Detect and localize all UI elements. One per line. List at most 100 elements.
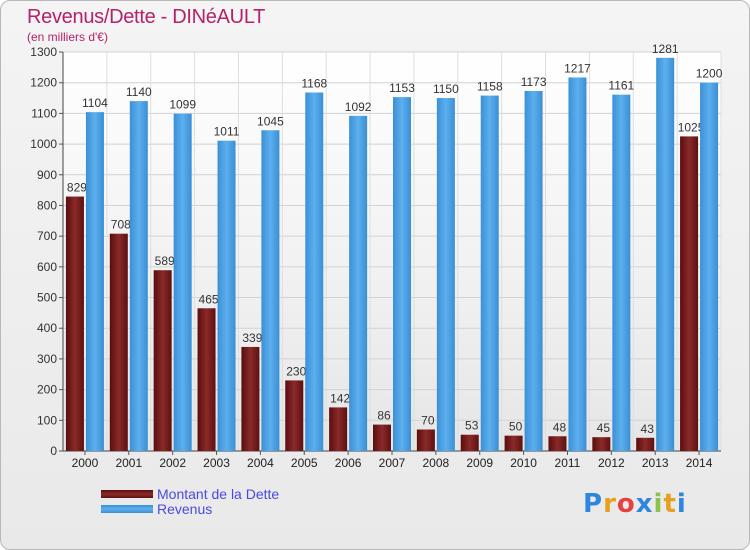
bar-debt <box>153 270 172 451</box>
logo-letter: t <box>663 489 677 519</box>
bar-revenue <box>700 82 719 451</box>
data-label-debt: 48 <box>553 420 567 434</box>
data-label-debt: 829 <box>67 181 87 195</box>
y-tick-label: 700 <box>37 229 57 243</box>
bar-revenue <box>524 90 543 451</box>
y-tick-label: 800 <box>37 198 57 212</box>
data-label-debt: 45 <box>597 421 611 435</box>
bar-revenue <box>436 98 455 452</box>
data-label-revenue: 1104 <box>82 96 108 110</box>
bar-revenue <box>129 101 148 451</box>
x-tick-label: 2000 <box>72 456 99 470</box>
data-label-revenue: 1173 <box>521 75 547 89</box>
x-tick-label: 2011 <box>555 456 581 470</box>
bar-debt <box>416 429 435 451</box>
y-tick-label: 900 <box>37 168 57 182</box>
bar-debt <box>592 437 611 451</box>
data-label-revenue: 1161 <box>608 79 634 93</box>
x-tick-label: 2012 <box>598 456 625 470</box>
data-label-revenue: 1099 <box>169 98 196 112</box>
x-tick-label: 2008 <box>423 456 450 470</box>
y-tick-label: 1200 <box>30 76 57 90</box>
bar-debt <box>65 196 84 451</box>
data-label-debt: 465 <box>199 292 219 306</box>
bar-revenue <box>568 77 587 452</box>
chart-subtitle: (en milliers d'€) <box>27 30 108 44</box>
logo-letter: i <box>653 489 664 519</box>
bar-debt <box>373 424 391 451</box>
bar-debt <box>285 380 304 451</box>
data-label-revenue: 1092 <box>345 100 372 114</box>
y-tick-label: 1100 <box>31 106 57 120</box>
x-tick-label: 2005 <box>291 456 318 470</box>
logo-letter: r <box>603 489 617 519</box>
x-tick-label: 2001 <box>115 456 142 470</box>
legend-swatch-revenus <box>101 505 153 513</box>
data-label-revenue: 1217 <box>564 61 591 75</box>
logo-letter: o <box>616 489 636 519</box>
x-tick-label: 2004 <box>247 456 274 470</box>
bar-revenue <box>217 140 236 451</box>
data-label-debt: 50 <box>509 420 523 434</box>
x-tick-label: 2013 <box>642 456 669 470</box>
x-tick-label: 2003 <box>203 456 230 470</box>
x-tick-label: 2014 <box>686 456 713 470</box>
x-tick-label: 2010 <box>510 456 537 470</box>
bar-revenue <box>480 95 499 452</box>
y-tick-label: 1300 <box>30 45 57 59</box>
y-tick-label: 600 <box>37 260 57 274</box>
logo-letter: P <box>583 489 604 519</box>
data-label-debt: 230 <box>286 364 306 378</box>
data-label-revenue: 1140 <box>126 85 152 99</box>
data-label-debt: 339 <box>242 331 262 345</box>
logo-letter: x <box>635 489 654 519</box>
data-label-debt: 86 <box>377 409 391 423</box>
data-label-revenue: 1011 <box>214 125 240 139</box>
proxiti-logo: Proxiti <box>583 489 687 519</box>
bar-debt <box>109 233 128 451</box>
legend-label-dette: Montant de la Dette <box>157 486 280 502</box>
data-label-debt: 70 <box>421 414 435 428</box>
y-tick-label: 300 <box>37 352 57 366</box>
data-label-revenue: 1200 <box>696 67 723 81</box>
data-label-revenue: 1158 <box>477 80 503 94</box>
y-tick-label: 100 <box>37 413 57 427</box>
data-label-debt: 589 <box>155 254 175 268</box>
data-label-debt: 142 <box>330 391 350 405</box>
data-label-revenue: 1153 <box>389 81 415 95</box>
bar-revenue <box>305 92 324 451</box>
bar-revenue <box>349 115 368 451</box>
data-label-revenue: 1150 <box>433 82 459 96</box>
bar-debt <box>197 308 216 451</box>
chart-title: Revenus/Dette - DINéAULT <box>27 6 266 28</box>
bar-revenue <box>261 130 280 451</box>
data-label-revenue: 1281 <box>652 42 679 56</box>
bar-debt <box>636 437 655 451</box>
x-tick-label: 2009 <box>466 456 493 470</box>
bar-debt <box>548 436 567 451</box>
logo-letter: i <box>676 489 687 519</box>
data-label-revenue: 1045 <box>257 114 284 128</box>
y-tick-label: 200 <box>37 383 57 397</box>
data-label-debt: 708 <box>111 218 131 232</box>
bar-revenue <box>85 112 104 451</box>
y-tick-label: 400 <box>37 321 57 335</box>
bar-debt <box>241 346 260 451</box>
bar-revenue <box>393 97 411 452</box>
data-label-revenue: 1168 <box>301 77 327 91</box>
legend-label-revenus: Revenus <box>157 501 213 517</box>
y-tick-label: 500 <box>37 291 57 305</box>
x-tick-label: 2002 <box>159 456 186 470</box>
y-tick-label: 0 <box>50 444 57 458</box>
plot-area <box>63 52 721 451</box>
bar-debt <box>680 136 699 451</box>
x-tick-label: 2006 <box>335 456 362 470</box>
y-tick-label: 1000 <box>30 137 57 151</box>
legend-swatch-dette <box>101 490 153 498</box>
bar-debt <box>329 407 348 451</box>
data-label-debt: 43 <box>641 422 655 436</box>
bar-revenue <box>173 113 192 452</box>
data-label-debt: 1025 <box>678 120 705 134</box>
